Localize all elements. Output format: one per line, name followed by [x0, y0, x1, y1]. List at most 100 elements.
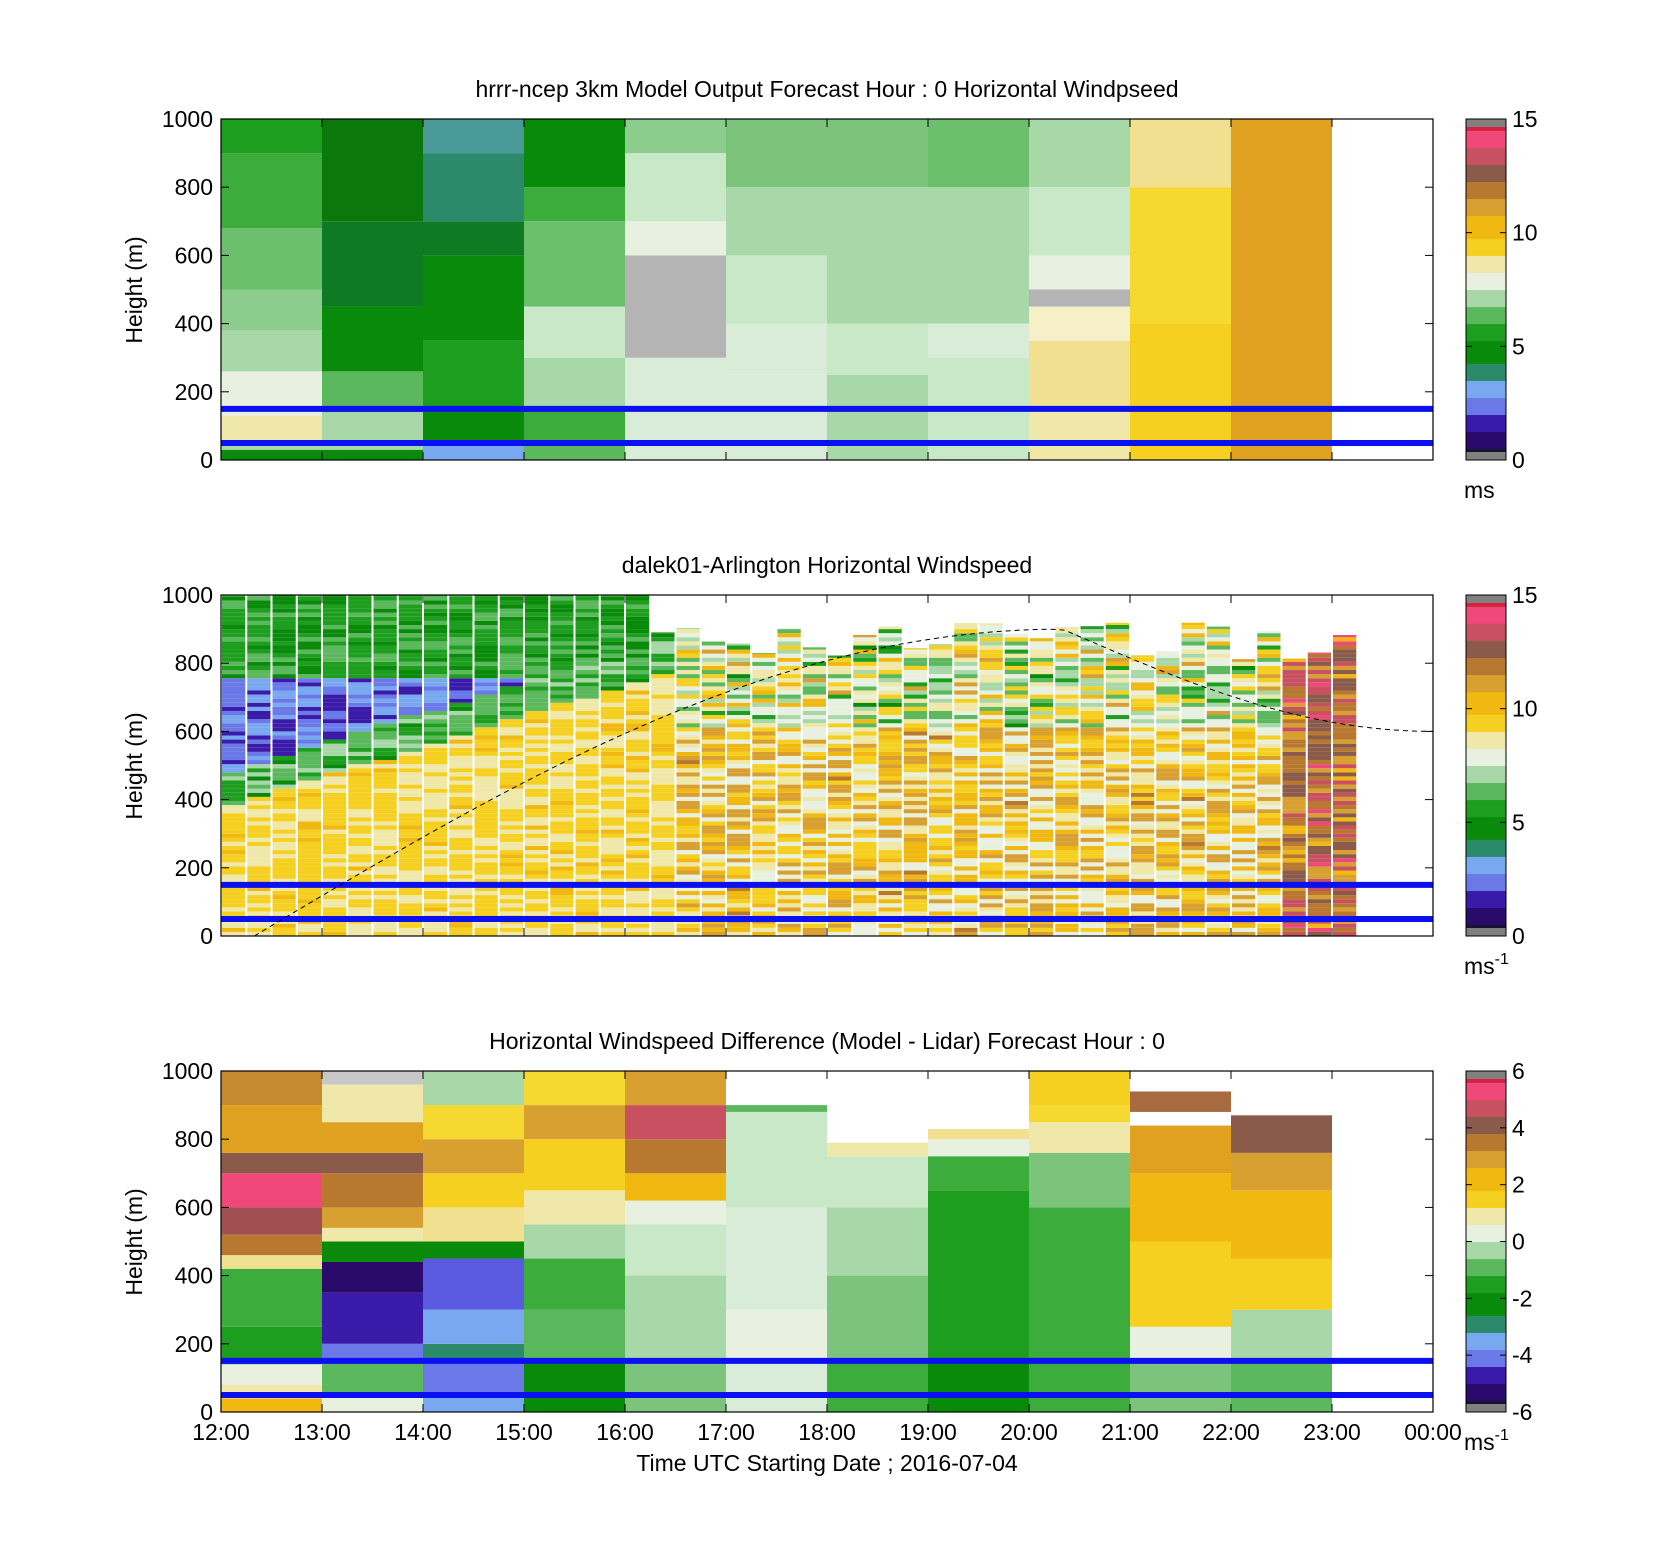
heatmap-cell	[853, 923, 877, 928]
heatmap-cell	[1055, 850, 1079, 855]
heatmap-cell	[474, 629, 498, 634]
heatmap-cell	[1080, 776, 1104, 781]
heatmap-cell	[600, 772, 624, 777]
heatmap-cell	[398, 845, 422, 851]
heatmap-cell	[449, 600, 473, 605]
heatmap-cell	[777, 858, 801, 863]
heatmap-cell	[348, 600, 372, 605]
heatmap-cell	[929, 755, 953, 761]
heatmap-cell	[802, 653, 826, 658]
heatmap-cell	[1282, 682, 1306, 687]
heatmap-cell	[828, 907, 852, 912]
heatmap-cell	[1232, 907, 1256, 912]
heatmap-cell	[1181, 858, 1205, 863]
heatmap-cell	[1080, 841, 1104, 846]
heatmap-cell	[1030, 911, 1054, 916]
heatmap-cell	[323, 800, 347, 806]
heatmap-cell	[373, 931, 397, 936]
heatmap-cell	[903, 841, 927, 846]
heatmap-cell	[828, 800, 852, 806]
heatmap-cell	[979, 903, 1003, 908]
heatmap-cell	[828, 837, 852, 842]
heatmap-cell	[777, 755, 801, 761]
heatmap-cell	[802, 743, 826, 748]
heatmap-cell	[903, 854, 927, 859]
heatmap-cell	[1004, 735, 1028, 740]
heatmap-cell	[727, 813, 751, 818]
heatmap-cell	[1030, 821, 1054, 826]
heatmap-cell	[424, 931, 448, 936]
heatmap-cell	[348, 616, 372, 621]
colorbar-segment	[1466, 1321, 1506, 1328]
heatmap-cell	[727, 751, 751, 756]
heatmap-cell	[1307, 698, 1331, 703]
heatmap-cell	[272, 764, 296, 769]
heatmap-cell	[449, 870, 473, 875]
heatmap-cell	[1206, 800, 1230, 806]
heatmap-cell	[878, 788, 902, 793]
heatmap-cell	[828, 731, 852, 736]
heatmap-cell	[550, 637, 574, 642]
heatmap-cell	[1232, 747, 1256, 752]
heatmap-cell	[1181, 678, 1205, 683]
heatmap-cell	[373, 809, 397, 814]
colorbar-segment	[1466, 187, 1506, 194]
heatmap-cell	[222, 641, 246, 646]
heatmap-cell	[373, 657, 397, 662]
heatmap-cell	[424, 817, 448, 822]
heatmap-cell	[1333, 635, 1357, 638]
heatmap-cell	[929, 874, 953, 879]
heatmap-cell	[348, 620, 372, 626]
heatmap-cell	[1307, 652, 1331, 654]
heatmap-cell	[272, 702, 296, 707]
heatmap-cell	[348, 735, 372, 740]
heatmap-cell	[1206, 792, 1230, 797]
heatmap-cell	[626, 665, 650, 671]
heatmap-cell	[752, 776, 776, 781]
heatmap-cell	[1080, 788, 1104, 793]
heatmap-cell	[1231, 119, 1332, 460]
heatmap-cell	[626, 911, 650, 916]
heatmap-cell	[1257, 674, 1281, 679]
heatmap-cell	[701, 931, 725, 936]
heatmap-cell	[1282, 788, 1306, 793]
heatmap-cell	[525, 768, 549, 773]
heatmap-cell	[853, 792, 877, 797]
heatmap-cell	[1105, 788, 1129, 793]
heatmap-cell	[1105, 907, 1129, 912]
heatmap-cell	[1206, 886, 1230, 891]
heatmap-cell	[550, 600, 574, 605]
heatmap-cell	[1105, 670, 1129, 675]
heatmap-cell	[499, 809, 523, 814]
heatmap-cell	[1181, 686, 1205, 691]
heatmap-cell	[373, 719, 397, 724]
heatmap-cell	[449, 788, 473, 793]
heatmap-cell	[1030, 760, 1054, 765]
heatmap-cell	[1131, 655, 1155, 658]
heatmap-cell	[1030, 739, 1054, 744]
heatmap-cell	[247, 706, 271, 711]
heatmap-cell	[424, 854, 448, 859]
heatmap-cell	[651, 694, 675, 699]
heatmap-cell	[1181, 661, 1205, 666]
heatmap-cell	[651, 809, 675, 814]
heatmap-cell	[247, 809, 271, 814]
heatmap-cell	[398, 596, 422, 601]
heatmap-cell	[701, 776, 725, 781]
heatmap-cell	[676, 907, 700, 912]
heatmap-cell	[449, 661, 473, 666]
heatmap-cell	[424, 837, 448, 842]
heatmap-cell	[1232, 890, 1256, 896]
heatmap-cell	[1131, 715, 1155, 720]
heatmap-cell	[575, 792, 599, 797]
heatmap-cell	[777, 780, 801, 785]
heatmap-cell	[1181, 829, 1205, 834]
heatmap-cell	[626, 690, 650, 695]
heatmap-cell	[701, 813, 725, 818]
heatmap-cell	[297, 784, 321, 789]
colorbar-segment	[1466, 1213, 1506, 1220]
heatmap-cell	[954, 715, 978, 720]
heatmap-cell	[1206, 731, 1230, 736]
heatmap-cell	[247, 751, 271, 756]
heatmap-cell	[1131, 768, 1155, 773]
